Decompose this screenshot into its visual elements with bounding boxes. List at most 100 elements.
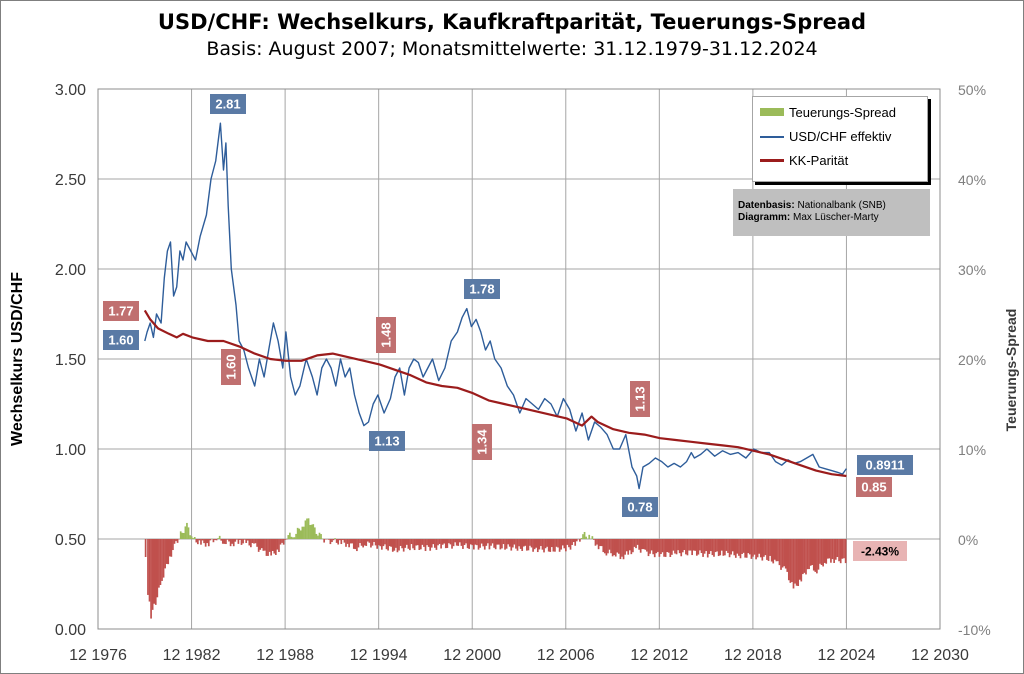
label-kk-start: 1.77 (103, 301, 139, 321)
spread-bar (327, 539, 330, 540)
spread-bar (719, 539, 722, 556)
spread-bar (217, 538, 219, 539)
spread-bar (798, 539, 801, 580)
spread-bar (759, 539, 762, 558)
label-kk-end-bg (856, 477, 892, 497)
spread-bar (784, 539, 787, 569)
label-kk-1995-text: 1.48 (379, 322, 394, 347)
spread-bar (700, 539, 703, 554)
spread-bar (499, 539, 502, 550)
spread-bar (656, 539, 659, 552)
spread-bar (653, 539, 656, 558)
y-tick-right: 30% (958, 262, 986, 278)
spread-bar (705, 539, 708, 552)
spread-bar (714, 539, 717, 553)
spread-bar (223, 539, 226, 544)
spread-bar (713, 539, 715, 557)
spread-bar (775, 539, 778, 562)
spread-bar (722, 539, 725, 556)
kk-paritaet-line (143, 309, 847, 478)
spread-bar (282, 539, 285, 545)
spread-bar (672, 539, 675, 551)
label-kk-2011-text: 1.13 (633, 386, 648, 411)
spread-bar (591, 536, 594, 539)
spread-bar (518, 539, 520, 547)
spread-bar (706, 539, 709, 558)
spread-bar (363, 539, 366, 546)
spread-bar (278, 539, 280, 552)
spread-bar (200, 539, 202, 545)
label-kk-2011-bg (630, 381, 650, 417)
spread-bar (144, 539, 147, 557)
spread-bar (521, 539, 524, 551)
y-axis-title-left: Wechselkurs USD/CHF (9, 272, 26, 446)
spread-bar (669, 539, 672, 558)
spread-bar (426, 539, 428, 546)
spread-bar (773, 539, 776, 560)
spread-bar (491, 539, 494, 544)
spread-bar (455, 539, 458, 546)
spread-bar (476, 539, 478, 546)
spread-bar (786, 539, 789, 572)
spread-bar (560, 539, 563, 550)
spread-bar (175, 539, 177, 542)
spread-bar (172, 539, 174, 551)
spread-bar (647, 539, 650, 557)
spread-bar (543, 539, 545, 553)
spread-bar (287, 535, 290, 539)
spread-bar (624, 539, 626, 555)
spread-bar (151, 539, 154, 610)
spread-bar (343, 539, 346, 543)
spread-bar (254, 539, 257, 544)
spread-bar (181, 532, 184, 539)
spread-bar (515, 539, 517, 549)
spread-bar (695, 539, 698, 556)
spread-bar (680, 539, 683, 557)
spread-bar (791, 539, 793, 582)
source-box: Datenbasis: Nationalbank (SNB) Diagramm:… (733, 189, 930, 236)
legend-item-kk: KK-Parität (753, 151, 927, 171)
spread-bar (750, 539, 753, 559)
label-kk-1985: 1.60 (221, 349, 241, 385)
spread-bar (440, 539, 442, 549)
label-usd-peak-1985-bg (210, 94, 246, 114)
label-usd-2011-bg (622, 497, 658, 517)
y-tick-right: 20% (958, 352, 986, 368)
spread-bar (441, 539, 444, 545)
spread-bar (603, 539, 606, 554)
spread-bar (505, 539, 508, 549)
label-usd-2011: 0.78 (622, 497, 658, 517)
x-tick: 12 2012 (630, 647, 688, 664)
spread-bar (625, 539, 628, 552)
spread-bar (646, 539, 648, 552)
spread-bar (198, 539, 201, 541)
spread-bar (549, 539, 552, 552)
spread-bar (377, 539, 380, 546)
spread-bar (385, 539, 388, 550)
spread-bar (756, 539, 759, 558)
spread-bar (708, 539, 711, 554)
spread-bar (148, 539, 151, 602)
spread-bar (574, 539, 577, 546)
spread-bar (763, 539, 765, 557)
spread-bar (806, 539, 809, 570)
spread-bar (189, 535, 191, 539)
spread-bar (738, 539, 740, 556)
label-kk-2011: 1.13 (630, 381, 650, 417)
spread-bar (256, 539, 258, 547)
spread-bar (639, 539, 642, 553)
spread-bar (480, 539, 483, 544)
spread-bar (184, 526, 187, 539)
label-usd-peak-2000: 1.78 (464, 279, 500, 299)
spread-bar (808, 539, 810, 570)
source-line-data: Datenbasis: Nationalbank (SNB) (738, 200, 886, 211)
spread-bar (335, 539, 338, 543)
spread-bar (724, 539, 726, 556)
spread-bar (473, 539, 475, 550)
spread-bar (733, 539, 736, 556)
plot-border (97, 88, 941, 630)
spread-bar (356, 539, 358, 552)
spread-bar (427, 539, 430, 547)
spread-bar (337, 539, 340, 545)
spread-bar (303, 526, 305, 539)
